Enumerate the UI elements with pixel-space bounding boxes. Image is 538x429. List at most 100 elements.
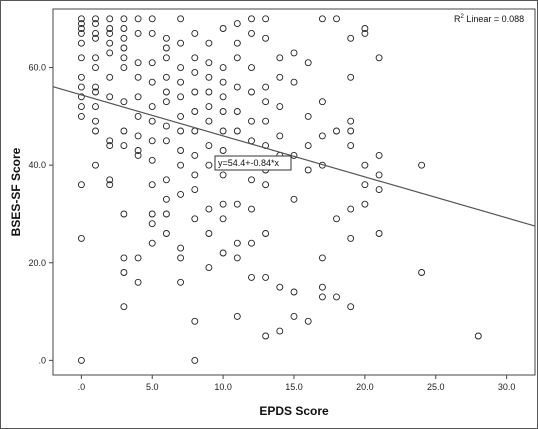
data-point [233, 83, 241, 91]
data-point [77, 54, 85, 62]
data-point [418, 161, 426, 169]
data-point [77, 83, 85, 91]
data-point [205, 264, 213, 272]
data-point [276, 327, 284, 335]
data-point [290, 288, 298, 296]
data-point [333, 15, 340, 23]
data-point [191, 54, 199, 62]
data-point [120, 303, 128, 311]
data-point [120, 54, 128, 62]
data-point [318, 98, 326, 106]
data-point [474, 332, 482, 340]
data-point [120, 142, 128, 150]
data-point [191, 29, 199, 37]
data-point [347, 34, 355, 42]
data-point [219, 200, 227, 208]
data-point [191, 171, 199, 179]
data-point [134, 278, 142, 286]
data-point [418, 269, 426, 276]
data-point [333, 293, 340, 301]
data-point [77, 103, 85, 111]
data-point [347, 142, 355, 150]
data-point [262, 181, 270, 189]
data-point [318, 283, 326, 291]
data-point [92, 161, 99, 169]
data-point [318, 15, 326, 23]
data-point [361, 200, 369, 208]
data-point [347, 205, 355, 213]
data-point [219, 249, 227, 257]
data-point [77, 234, 85, 242]
data-point [205, 142, 213, 150]
data-point [262, 34, 270, 42]
data-point [177, 161, 185, 169]
data-point [333, 215, 340, 223]
data-point [120, 127, 128, 135]
data-point [106, 137, 114, 145]
x-tick-label: 5.0 [146, 382, 159, 392]
data-point [248, 273, 255, 281]
data-point [191, 68, 199, 76]
data-point [233, 39, 241, 47]
data-point [106, 181, 114, 189]
data-point [148, 29, 156, 37]
x-tick-label: 15.0 [285, 382, 303, 392]
data-point [77, 181, 85, 189]
data-point [304, 59, 312, 67]
data-point [162, 73, 170, 81]
data-point [276, 54, 284, 62]
data-point [276, 283, 284, 291]
data-point [205, 73, 213, 81]
data-point [162, 122, 170, 130]
data-point [333, 127, 340, 135]
data-point [120, 210, 128, 218]
data-point [148, 78, 156, 86]
data-point [106, 142, 114, 150]
data-point [92, 64, 99, 72]
y-axis-title: BSES-SF Score [9, 147, 23, 236]
data-point [375, 171, 383, 179]
data-point [134, 147, 142, 154]
data-point [106, 29, 114, 37]
data-point [361, 161, 369, 169]
data-point [162, 230, 170, 237]
data-point [191, 151, 199, 159]
data-point [77, 15, 85, 23]
data-point [290, 49, 298, 57]
data-point [205, 59, 213, 67]
data-point [318, 293, 326, 301]
data-point [120, 44, 128, 52]
x-tick-label: .0 [78, 382, 86, 392]
data-point [233, 254, 241, 262]
data-point [134, 73, 142, 81]
data-point [191, 186, 199, 194]
data-point [205, 88, 213, 96]
data-point [276, 73, 284, 81]
data-point [191, 317, 199, 325]
data-point [148, 103, 156, 111]
data-point [375, 151, 383, 159]
data-point [106, 73, 114, 81]
data-point [233, 54, 241, 62]
data-point [92, 15, 99, 23]
data-point [248, 239, 255, 247]
regression-line [52, 86, 536, 227]
data-point [177, 112, 185, 120]
data-point [148, 181, 156, 189]
data-point [205, 103, 213, 111]
y-axis: .0 20.0 40.0 60.0 [28, 63, 53, 365]
y-tick-label: 40.0 [28, 160, 46, 170]
data-point [233, 239, 241, 247]
data-point [304, 166, 312, 174]
data-point [120, 25, 128, 32]
data-point [262, 332, 270, 340]
data-point [92, 34, 99, 42]
x-tick-label: 20.0 [356, 382, 374, 392]
data-point [148, 117, 156, 125]
data-point [77, 356, 85, 364]
data-point [177, 93, 185, 101]
data-point [120, 64, 128, 72]
data-point [361, 29, 369, 37]
data-point [191, 88, 199, 96]
data-point [162, 176, 170, 184]
